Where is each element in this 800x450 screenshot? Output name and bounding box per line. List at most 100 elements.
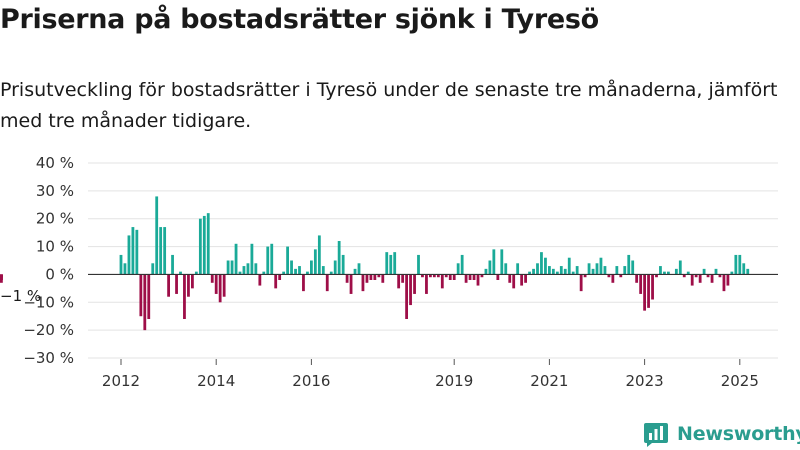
- bar: [183, 274, 186, 319]
- bar: [298, 266, 301, 275]
- bar: [674, 268, 678, 275]
- bar: [512, 274, 516, 289]
- bar: [698, 274, 702, 283]
- bar: [357, 263, 361, 275]
- bar: [119, 254, 123, 275]
- bar: [706, 274, 710, 278]
- bar: [488, 260, 492, 275]
- x-axis: 2012 2014 2016 2019 2021 2023 2025: [102, 359, 759, 390]
- bar: [615, 266, 619, 275]
- bar: [187, 274, 190, 297]
- page-subtitle: Prisutveckling för bostadsrätter i Tyres…: [0, 79, 778, 132]
- bar: [425, 274, 428, 294]
- bar: [175, 274, 178, 294]
- brand-name: Newsworthy: [677, 423, 800, 445]
- bar: [690, 274, 694, 286]
- bar: [274, 274, 278, 289]
- bar: [210, 274, 214, 283]
- bar: [555, 271, 559, 275]
- bar: [333, 260, 337, 275]
- bar: [528, 271, 531, 275]
- bar: [262, 271, 266, 275]
- bar: [0, 274, 3, 278]
- bar: [504, 263, 508, 275]
- bar: [659, 266, 662, 275]
- bar: [214, 274, 218, 294]
- bar: [496, 274, 500, 280]
- x-tick-label: 2012: [102, 372, 140, 390]
- y-tick-label: −30 %: [23, 349, 74, 367]
- bar: [611, 274, 615, 283]
- bar: [313, 249, 317, 275]
- bar: [254, 263, 258, 275]
- bar: [575, 266, 579, 275]
- bar: [246, 263, 250, 275]
- bar: [559, 266, 563, 275]
- bar: [444, 274, 448, 278]
- bar: [341, 254, 345, 275]
- bar: [599, 257, 603, 275]
- bar: [524, 274, 527, 283]
- bar: [278, 274, 282, 280]
- bar: [480, 274, 484, 278]
- x-tick-label: 2014: [197, 372, 235, 390]
- bar: [250, 243, 254, 275]
- bar: [325, 274, 329, 292]
- bar: [337, 241, 341, 275]
- bar: [321, 266, 325, 275]
- bar: [429, 274, 432, 278]
- bar: [667, 271, 670, 275]
- bar: [397, 274, 401, 289]
- brand-logo: Newsworthy: [643, 419, 800, 449]
- bar-chart-logo-icon: [644, 423, 668, 447]
- bar: [202, 215, 206, 275]
- bar: [361, 274, 365, 292]
- bar: [595, 263, 599, 275]
- bar: [349, 274, 353, 294]
- bar: [508, 274, 512, 283]
- bar: [123, 263, 127, 275]
- bar: [290, 260, 293, 275]
- grid-layer: [88, 162, 778, 359]
- bar: [377, 274, 381, 278]
- y-tick-label: 20 %: [36, 210, 74, 228]
- bar: [266, 246, 270, 275]
- bar: [345, 274, 349, 283]
- bar: [306, 271, 309, 275]
- bar: [127, 235, 131, 275]
- bar: [270, 243, 274, 275]
- bar: [520, 274, 524, 286]
- bar: [369, 274, 373, 280]
- y-tick-label: −10 %: [23, 293, 74, 311]
- bar: [484, 268, 488, 275]
- bar: [234, 243, 238, 275]
- bar: [409, 274, 412, 306]
- bar: [607, 274, 611, 278]
- bar: [135, 229, 139, 275]
- last-value-label: −1 %: [0, 287, 41, 305]
- y-axis-labels: −30 % −20 % −10 % 0 % 10 % 20 % 30 % 40 %: [23, 154, 74, 367]
- bar: [623, 266, 627, 275]
- bar: [647, 274, 650, 308]
- bar: [682, 274, 686, 278]
- bar: [365, 274, 369, 283]
- bar: [694, 274, 698, 278]
- bar: [603, 266, 607, 275]
- bar: [417, 254, 420, 275]
- y-tick-label: −20 %: [23, 321, 74, 339]
- bar: [742, 263, 746, 275]
- bar: [722, 274, 726, 292]
- x-tick-label: 2016: [292, 372, 330, 390]
- bar: [373, 274, 377, 280]
- bar: [151, 263, 155, 275]
- bar: [663, 271, 666, 275]
- bar: [393, 252, 397, 275]
- bar: [456, 263, 460, 275]
- bar: [139, 274, 143, 317]
- bar: [258, 274, 262, 286]
- bar: [381, 274, 385, 283]
- bar: [389, 254, 393, 275]
- bar: [143, 274, 147, 331]
- bar: [544, 257, 547, 275]
